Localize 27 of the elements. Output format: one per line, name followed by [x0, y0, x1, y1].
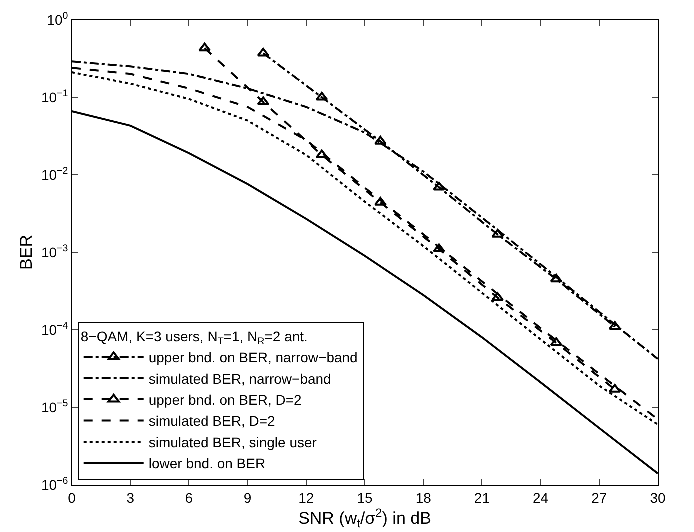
legend-label: lower bnd. on BER: [148, 456, 266, 472]
y-tick-label: 10$^{−1}$: [41, 88, 68, 106]
x-tick-label: 18: [416, 490, 432, 506]
x-tick-label: 15: [357, 490, 373, 506]
legend-label: simulated BER, D=2: [148, 413, 276, 430]
legend-label: upper bnd. on BER, narrow−band: [148, 350, 358, 366]
x-tick-label: 3: [126, 490, 135, 506]
x-tick-label: 0: [68, 490, 76, 506]
y-tick-label: 10$^{−5}$: [41, 398, 69, 416]
y-tick-label: 10$^{0}$: [47, 11, 69, 28]
y-tick-label: 10$^{−3}$: [41, 244, 69, 260]
legend-label: upper bnd. on BER, D=2: [148, 392, 302, 408]
legend-label: simulated BER, narrow−band: [148, 370, 332, 387]
x-tick-label: 9: [244, 490, 252, 506]
x-tick-label: 24: [533, 490, 549, 506]
y-tick-label: 10$^{−4}$: [41, 321, 69, 338]
legend-title: 8−QAM, K=3 users, N$_{T}$=1, N$_{R}$=2 ant.: [80, 328, 308, 348]
x-tick-label: 30: [650, 490, 666, 506]
x-tick-label: 27: [592, 490, 608, 506]
legend-label: simulated BER, single user: [148, 434, 318, 450]
x-tick-label: 12: [298, 490, 314, 506]
x-tick-label: 21: [474, 490, 490, 506]
x-tick-label: 6: [185, 490, 194, 506]
y-tick-label: 10$^{−2}$: [41, 166, 68, 183]
x-axis-title: SNR (w$_{t}$/σ$^{2}$) in dB: [298, 506, 432, 531]
y-axis-title: BER: [17, 235, 36, 270]
y-tick-label: 10$^{−6}$: [41, 476, 69, 493]
